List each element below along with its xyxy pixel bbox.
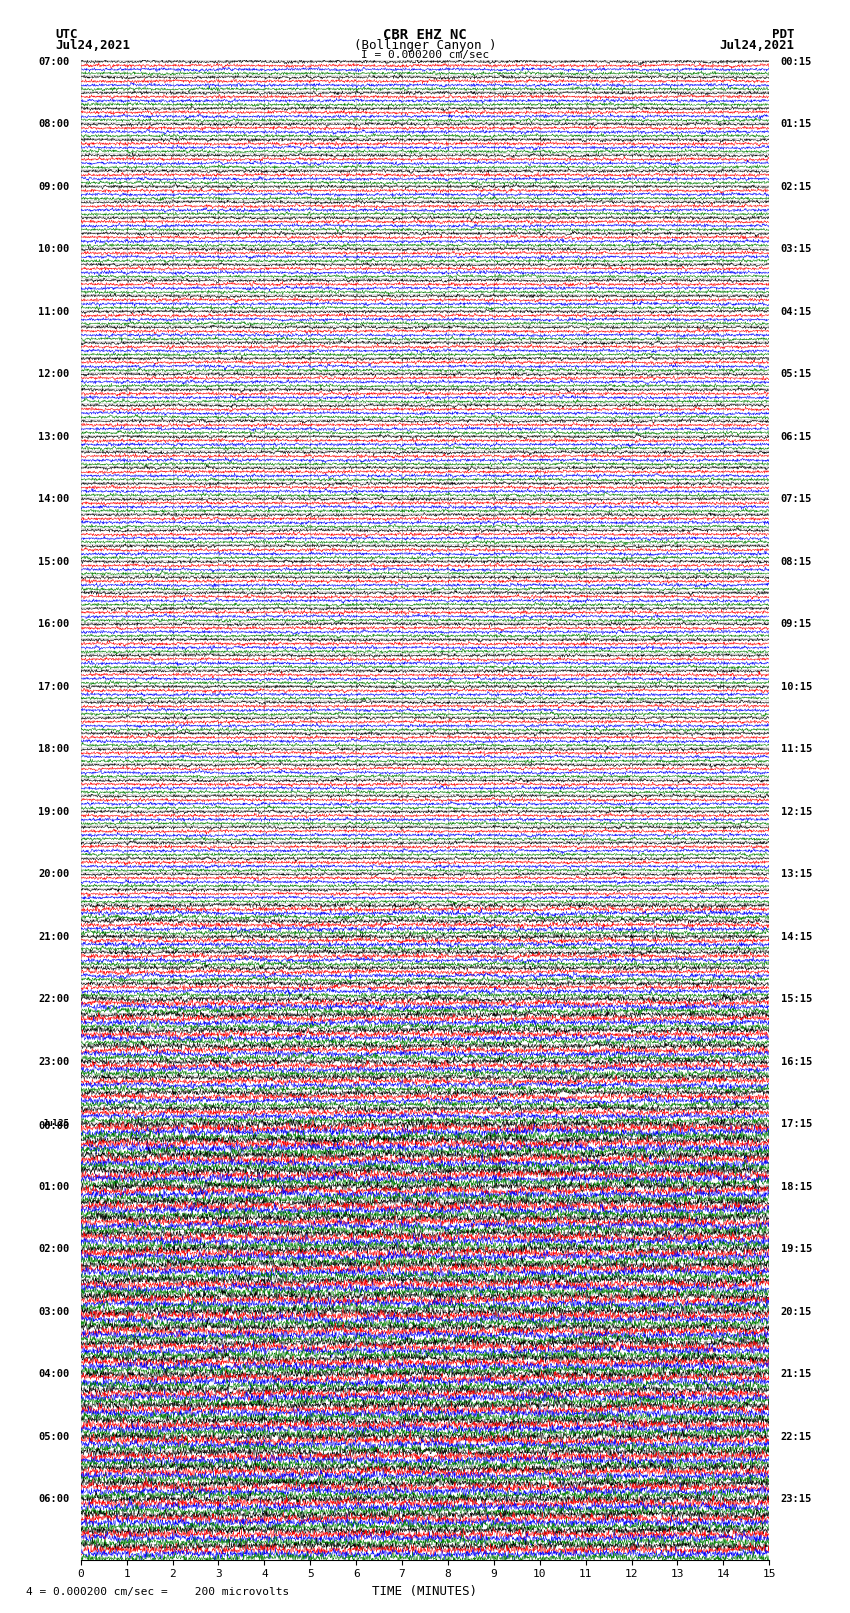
Text: 10:00: 10:00	[38, 244, 70, 255]
Text: 15:15: 15:15	[780, 994, 812, 1005]
Text: 12:15: 12:15	[780, 806, 812, 816]
Text: 23:15: 23:15	[780, 1494, 812, 1505]
Text: 18:00: 18:00	[38, 744, 70, 755]
Text: 22:15: 22:15	[780, 1432, 812, 1442]
Text: 23:00: 23:00	[38, 1057, 70, 1066]
Text: 16:00: 16:00	[38, 619, 70, 629]
Text: 08:00: 08:00	[38, 119, 70, 129]
Text: 14:15: 14:15	[780, 932, 812, 942]
Text: 10:15: 10:15	[780, 682, 812, 692]
Text: 01:15: 01:15	[780, 119, 812, 129]
Text: UTC: UTC	[55, 29, 77, 42]
Text: 19:00: 19:00	[38, 806, 70, 816]
Text: 01:00: 01:00	[38, 1182, 70, 1192]
Text: PDT: PDT	[773, 29, 795, 42]
Text: 22:00: 22:00	[38, 994, 70, 1005]
Text: 07:00: 07:00	[38, 56, 70, 66]
Text: 00:00: 00:00	[38, 1121, 70, 1131]
Text: 08:15: 08:15	[780, 556, 812, 566]
Text: Jul24,2021: Jul24,2021	[720, 39, 795, 52]
Text: 04:00: 04:00	[38, 1369, 70, 1379]
Text: (Bollinger Canyon ): (Bollinger Canyon )	[354, 39, 496, 52]
Text: 06:00: 06:00	[38, 1494, 70, 1505]
Text: 07:15: 07:15	[780, 494, 812, 505]
Text: 20:15: 20:15	[780, 1307, 812, 1316]
Text: 05:15: 05:15	[780, 369, 812, 379]
Text: 04:15: 04:15	[780, 306, 812, 316]
Text: 03:00: 03:00	[38, 1307, 70, 1316]
Text: 20:00: 20:00	[38, 869, 70, 879]
Text: 03:15: 03:15	[780, 244, 812, 255]
Text: 09:00: 09:00	[38, 182, 70, 192]
Text: Jul25: Jul25	[42, 1118, 70, 1127]
Text: Jul24,2021: Jul24,2021	[55, 39, 130, 52]
Text: CBR EHZ NC: CBR EHZ NC	[383, 29, 467, 42]
Text: 17:00: 17:00	[38, 682, 70, 692]
Text: 16:15: 16:15	[780, 1057, 812, 1066]
Text: I = 0.000200 cm/sec: I = 0.000200 cm/sec	[361, 50, 489, 60]
Text: 19:15: 19:15	[780, 1244, 812, 1255]
Text: 02:15: 02:15	[780, 182, 812, 192]
Text: 18:15: 18:15	[780, 1182, 812, 1192]
Text: 05:00: 05:00	[38, 1432, 70, 1442]
Text: 11:00: 11:00	[38, 306, 70, 316]
Text: 06:15: 06:15	[780, 432, 812, 442]
Text: 21:15: 21:15	[780, 1369, 812, 1379]
X-axis label: TIME (MINUTES): TIME (MINUTES)	[372, 1586, 478, 1598]
Text: 11:15: 11:15	[780, 744, 812, 755]
Text: 13:00: 13:00	[38, 432, 70, 442]
Text: 17:15: 17:15	[780, 1119, 812, 1129]
Text: 21:00: 21:00	[38, 932, 70, 942]
Text: 15:00: 15:00	[38, 556, 70, 566]
Text: 12:00: 12:00	[38, 369, 70, 379]
Text: 4 = 0.000200 cm/sec =    200 microvolts: 4 = 0.000200 cm/sec = 200 microvolts	[26, 1587, 289, 1597]
Text: 00:15: 00:15	[780, 56, 812, 66]
Text: 13:15: 13:15	[780, 869, 812, 879]
Text: 02:00: 02:00	[38, 1244, 70, 1255]
Text: 09:15: 09:15	[780, 619, 812, 629]
Text: 14:00: 14:00	[38, 494, 70, 505]
